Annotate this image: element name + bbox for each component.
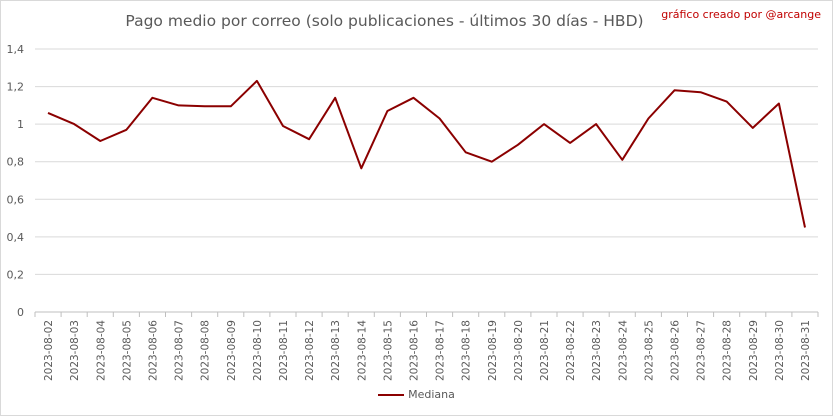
y-tick-label: 1 xyxy=(17,118,24,131)
data-point xyxy=(360,167,362,169)
y-tick-label: 1,2 xyxy=(7,81,25,94)
data-point xyxy=(778,103,780,105)
x-tick-label: 2023-08-04 xyxy=(95,320,107,381)
data-point xyxy=(256,80,258,82)
x-tick-label: 2023-08-29 xyxy=(748,320,760,381)
x-tick-label: 2023-08-08 xyxy=(200,320,212,381)
data-point xyxy=(726,101,728,103)
x-tick-label: 2023-08-22 xyxy=(565,320,577,381)
data-point xyxy=(543,123,545,125)
x-tick-label: 2023-08-03 xyxy=(69,320,81,381)
x-tick-label: 2023-08-13 xyxy=(330,320,342,381)
x-tick-label: 2023-08-26 xyxy=(669,320,681,381)
data-point xyxy=(152,97,154,99)
x-tick-label: 2023-08-21 xyxy=(539,320,551,381)
series-line-mediana xyxy=(47,79,806,228)
data-point xyxy=(308,138,310,140)
legend-label: Mediana xyxy=(408,388,455,401)
y-tick-label: 0,6 xyxy=(7,193,25,206)
y-tick-label: 0,4 xyxy=(7,231,25,244)
x-tick-label: 2023-08-11 xyxy=(278,320,290,381)
x-tick-label: 2023-08-14 xyxy=(356,320,368,381)
data-point xyxy=(413,97,415,99)
chart-title: Pago medio por correo (solo publicacione… xyxy=(125,12,644,30)
data-point xyxy=(804,227,806,229)
x-tick-label: 2023-08-28 xyxy=(722,320,734,381)
x-tick-label: 2023-08-02 xyxy=(43,320,55,381)
x-tick-label: 2023-08-18 xyxy=(461,320,473,381)
data-point xyxy=(178,105,180,107)
x-tick-label: 2023-08-15 xyxy=(382,320,394,381)
legend: Mediana xyxy=(0,388,833,401)
data-point xyxy=(752,127,754,129)
x-tick-label: 2023-08-09 xyxy=(226,320,238,381)
data-point xyxy=(621,159,623,161)
x-tick-label: 2023-08-05 xyxy=(121,320,133,381)
data-point xyxy=(648,118,650,120)
chart-credit: gráfico creado por @arcange xyxy=(661,8,821,21)
data-point xyxy=(334,97,336,99)
data-point xyxy=(700,91,702,93)
data-point xyxy=(517,144,519,146)
data-point xyxy=(282,125,284,127)
data-point xyxy=(569,142,571,144)
y-tick-label: 0 xyxy=(17,306,24,319)
data-point xyxy=(491,161,493,163)
x-tick-label: 2023-08-25 xyxy=(643,320,655,381)
x-tick-label: 2023-08-19 xyxy=(487,320,499,381)
y-tick-label: 0,8 xyxy=(7,156,25,169)
data-point xyxy=(465,152,467,154)
x-tick-label: 2023-08-24 xyxy=(617,320,629,381)
x-tick-label: 2023-08-16 xyxy=(408,320,420,381)
x-tick-label: 2023-08-20 xyxy=(513,320,525,381)
x-tick-label: 2023-08-30 xyxy=(774,320,786,381)
x-tick-label: 2023-08-17 xyxy=(435,320,447,381)
data-point xyxy=(595,123,597,125)
x-tick-label: 2023-08-07 xyxy=(174,320,186,381)
data-point xyxy=(73,123,75,125)
legend-swatch xyxy=(378,394,405,396)
data-point xyxy=(387,110,389,112)
y-tick-label: 1,4 xyxy=(7,43,25,56)
x-tick-label: 2023-08-23 xyxy=(591,320,603,381)
x-tick-label: 2023-08-06 xyxy=(147,320,159,381)
data-point xyxy=(126,129,128,131)
data-point xyxy=(230,105,232,107)
x-tick-label: 2023-08-12 xyxy=(304,320,316,381)
data-point xyxy=(47,112,49,114)
data-point xyxy=(674,90,676,92)
x-tick-label: 2023-08-27 xyxy=(696,320,708,381)
data-point xyxy=(439,118,441,120)
data-point xyxy=(99,140,101,142)
x-tick-label: 2023-08-31 xyxy=(800,320,812,381)
y-tick-label: 0,2 xyxy=(7,268,25,281)
data-point xyxy=(204,105,206,107)
x-tick-label: 2023-08-10 xyxy=(252,320,264,381)
